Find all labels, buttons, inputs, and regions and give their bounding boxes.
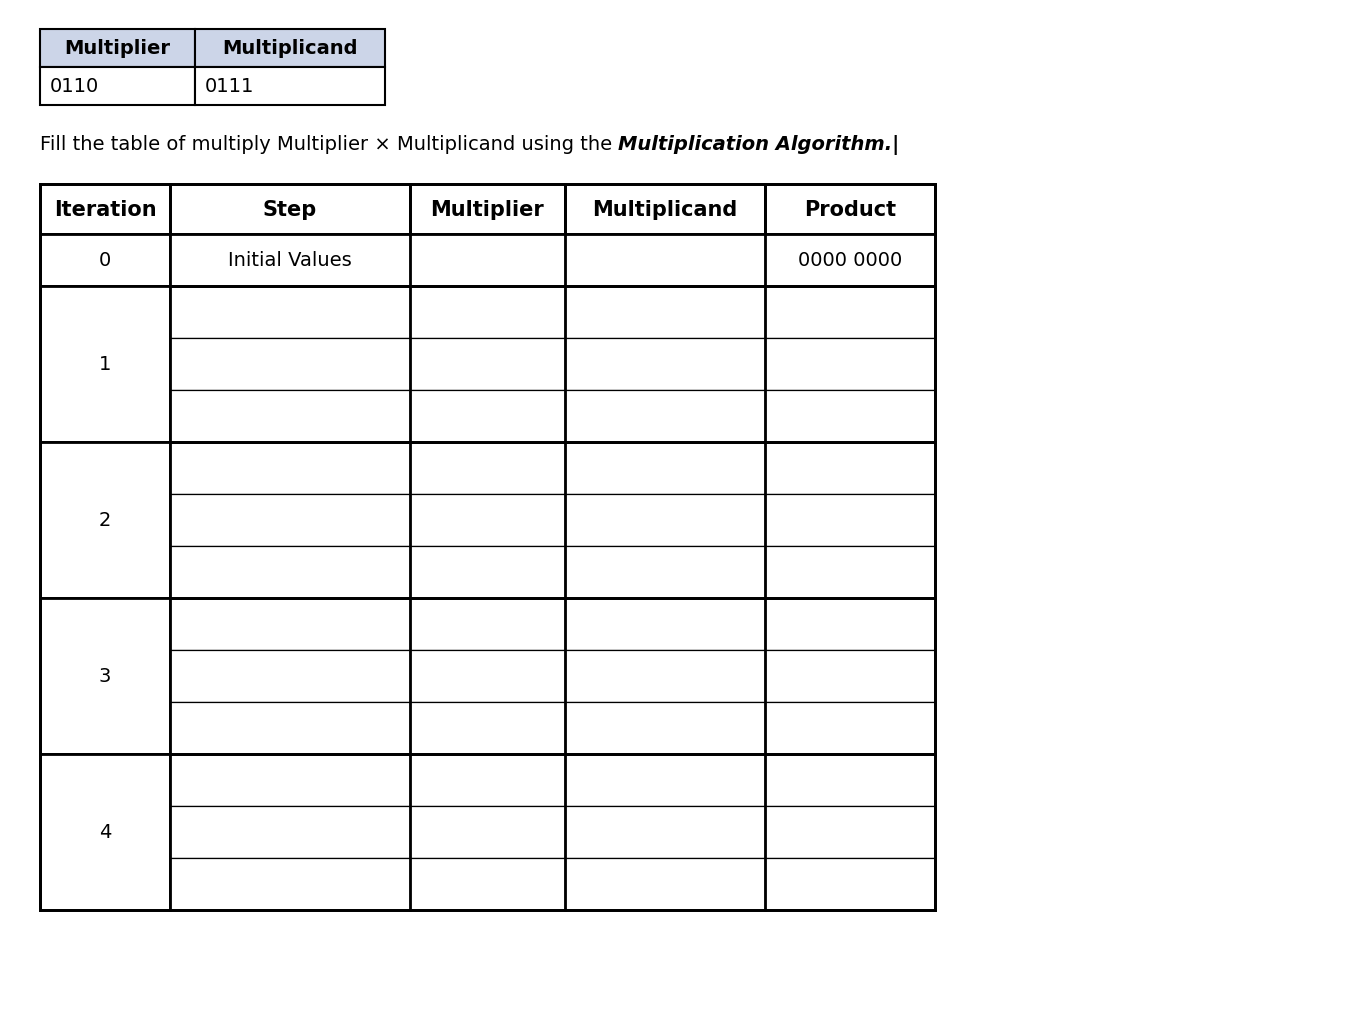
Bar [764,287,934,339]
Bar [764,390,934,443]
Bar [764,547,934,599]
Bar [170,547,410,599]
Bar [40,754,170,910]
Text: Initial Values: Initial Values [229,252,352,270]
Text: 3: 3 [99,667,111,685]
Bar [564,650,764,703]
Bar [170,287,410,339]
Bar [195,30,385,68]
Bar [410,390,564,443]
Bar [410,858,564,910]
Text: 0000 0000: 0000 0000 [797,252,901,270]
Bar [564,390,764,443]
Bar [410,754,564,806]
Text: 0110: 0110 [49,78,99,96]
Bar [40,599,170,754]
Bar [564,494,764,547]
Bar [564,806,764,858]
Bar [564,599,764,650]
Bar [410,547,564,599]
Text: Multiplicand: Multiplicand [592,200,737,219]
Bar [410,185,564,235]
Bar [170,339,410,390]
Bar [764,235,934,287]
Bar [170,494,410,547]
Bar [764,703,934,754]
Bar [764,339,934,390]
Text: Multiplicand: Multiplicand [222,39,358,59]
Bar [564,547,764,599]
Bar [170,806,410,858]
Bar [564,858,764,910]
Text: Iteration: Iteration [53,200,156,219]
Bar [564,339,764,390]
Bar [410,703,564,754]
Text: 2: 2 [99,511,111,530]
Text: Product: Product [804,200,896,219]
Bar [410,599,564,650]
Bar [170,443,410,494]
Bar [764,599,934,650]
Bar [40,185,170,235]
Text: 4: 4 [99,823,111,842]
Bar [170,703,410,754]
Bar [764,650,934,703]
Text: 1: 1 [99,355,111,374]
Bar [410,235,564,287]
Bar [564,235,764,287]
Bar [170,599,410,650]
Bar [170,650,410,703]
Bar [564,703,764,754]
Text: 0: 0 [99,252,111,270]
Bar [410,443,564,494]
Bar [564,754,764,806]
Bar [764,858,934,910]
Bar [564,287,764,339]
Bar [40,443,170,599]
Text: Multiplier: Multiplier [430,200,544,219]
Bar [40,30,195,68]
Bar [410,287,564,339]
Bar [410,494,564,547]
Bar [40,185,934,910]
Bar [410,339,564,390]
Bar [195,68,385,106]
Bar [764,754,934,806]
Bar [764,185,934,235]
Bar [564,443,764,494]
Bar [170,185,410,235]
Bar [170,754,410,806]
Text: Multiplier: Multiplier [64,39,170,59]
Bar [564,185,764,235]
Bar [410,806,564,858]
Bar [764,494,934,547]
Text: Fill the table of multiply Multiplier × Multiplicand using the: Fill the table of multiply Multiplier × … [40,135,618,155]
Text: 0111: 0111 [206,78,255,96]
Bar [764,443,934,494]
Bar [170,390,410,443]
Text: Step: Step [263,200,316,219]
Bar [764,806,934,858]
Bar [40,68,195,106]
Bar [170,235,410,287]
Bar [170,858,410,910]
Bar [410,650,564,703]
Bar [40,235,170,287]
Bar [40,287,170,443]
Text: Multiplication Algorithm.|: Multiplication Algorithm.| [618,134,900,155]
